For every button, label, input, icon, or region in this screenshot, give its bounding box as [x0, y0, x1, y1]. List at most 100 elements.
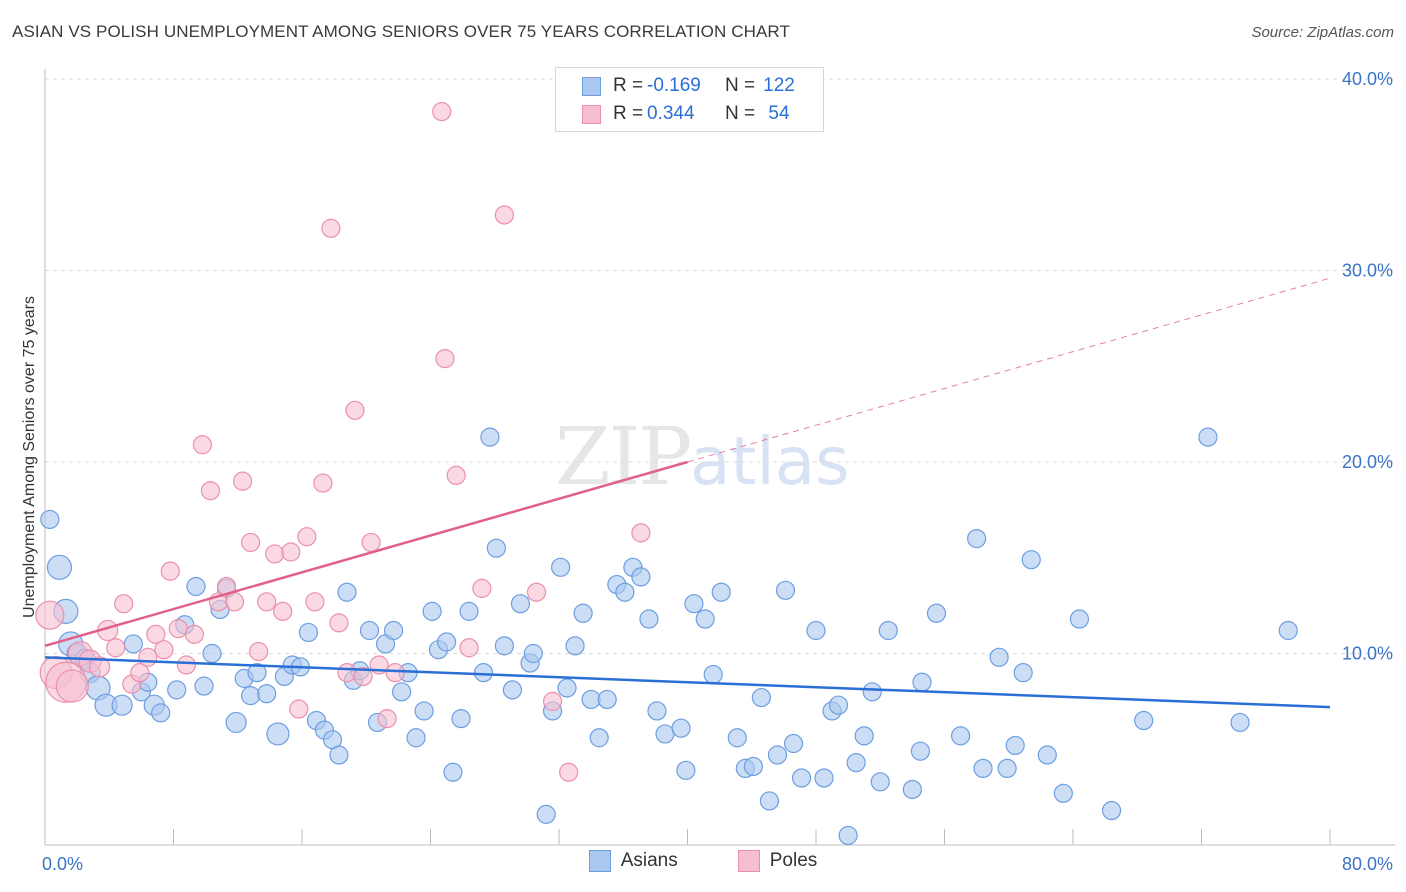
asian-point — [989, 647, 1009, 667]
legend-row-poles: R = 0.344 N = 54 — [582, 101, 799, 127]
n-value: 54 — [768, 103, 790, 124]
legend-label-poles: Poles — [769, 850, 818, 871]
asian-point — [684, 594, 704, 614]
poles-point — [321, 218, 341, 238]
poles-point — [542, 691, 563, 711]
poles-point — [216, 576, 237, 597]
poles-point — [241, 532, 261, 553]
asian-point — [791, 768, 812, 788]
r-value: -0.169 — [647, 75, 701, 96]
y-axis-label: Unemployment Among Seniors over 75 years — [21, 296, 38, 618]
asian-point — [743, 756, 763, 777]
asian-point — [337, 582, 357, 602]
asian-point — [878, 620, 898, 641]
asian-point — [1230, 712, 1250, 733]
asian-point — [451, 709, 471, 729]
asian-point — [639, 609, 659, 629]
poles-point — [89, 656, 111, 678]
poles-point — [138, 647, 158, 667]
asian-point — [838, 825, 858, 846]
asians-swatch — [582, 76, 601, 96]
asian-point — [926, 603, 947, 623]
asian-point — [186, 576, 206, 597]
poles-point — [385, 663, 405, 683]
y-tick-label: 20.0% — [1342, 452, 1393, 472]
asian-point — [298, 622, 319, 643]
asian-point — [846, 753, 866, 773]
asian-point — [711, 582, 731, 602]
asian-point — [581, 689, 601, 710]
asian-point — [422, 601, 442, 621]
asian-point — [383, 620, 404, 641]
poles-point — [154, 640, 174, 660]
asian-point — [573, 603, 593, 623]
asian-point — [1278, 620, 1298, 641]
poles-point — [377, 709, 397, 729]
asian-point — [631, 567, 651, 587]
poles-point — [289, 699, 309, 719]
asian-point — [557, 678, 577, 698]
asian-point — [997, 758, 1017, 779]
asian-point — [775, 580, 796, 600]
poles-point — [297, 527, 317, 547]
asian-point — [902, 779, 922, 800]
poles-point — [494, 205, 514, 225]
asian-point — [40, 509, 60, 530]
r-label: R = — [613, 103, 644, 124]
asian-point — [759, 791, 780, 811]
asian-point — [359, 620, 380, 641]
asian-point — [1101, 800, 1122, 821]
asian-point — [266, 722, 290, 746]
asian-point — [473, 663, 494, 683]
asian-point — [589, 728, 609, 748]
n-label: N = — [725, 103, 756, 124]
poles-point — [345, 400, 365, 420]
asian-point — [551, 557, 571, 577]
poles-point — [281, 542, 301, 562]
chart-title: ASIAN VS POLISH UNEMPLOYMENT AMONG SENIO… — [12, 22, 790, 41]
x-tick-label: 0.0% — [42, 854, 83, 874]
asian-point — [565, 636, 585, 656]
asian-point — [459, 601, 479, 621]
poles-point — [232, 471, 253, 491]
asian-point — [676, 760, 696, 780]
asian-point — [1053, 783, 1073, 803]
asian-point — [910, 741, 931, 761]
asians-trend-line — [44, 656, 1331, 709]
poles-point — [130, 663, 150, 683]
poles-point — [200, 481, 221, 501]
asian-point — [480, 427, 500, 447]
poles-point — [432, 101, 452, 122]
y-tick-label: 10.0% — [1342, 644, 1393, 664]
n-value: 122 — [763, 75, 795, 96]
y-tick-label: 30.0% — [1342, 261, 1393, 281]
poles-point — [337, 663, 357, 683]
asian-point — [950, 726, 971, 746]
asian-point — [443, 762, 463, 782]
poles-point — [35, 600, 65, 630]
asian-point — [806, 620, 826, 641]
poles-point — [435, 348, 455, 369]
asian-point — [225, 711, 247, 734]
asian-point — [854, 726, 874, 746]
n-label: N = — [725, 75, 756, 96]
poles-trend-extension — [687, 277, 1331, 463]
asian-point — [1013, 663, 1033, 683]
asian-point — [510, 594, 531, 614]
asian-point — [1134, 710, 1154, 731]
asian-point — [597, 689, 617, 710]
asian-point — [1037, 745, 1057, 765]
source-label: Source: ZipAtlas.com — [1251, 24, 1394, 41]
asian-point — [973, 758, 993, 779]
poles-point — [192, 435, 213, 455]
poles-point — [353, 666, 373, 687]
asian-point — [111, 694, 133, 716]
poles-point — [265, 544, 285, 564]
x-tick-label: 80.0% — [1342, 854, 1393, 874]
asian-point — [727, 728, 747, 748]
legend-item-poles[interactable]: Poles — [737, 850, 818, 872]
poles-point — [631, 523, 651, 543]
legend-item-asians[interactable]: Asians — [588, 850, 678, 872]
asian-point — [536, 804, 556, 824]
